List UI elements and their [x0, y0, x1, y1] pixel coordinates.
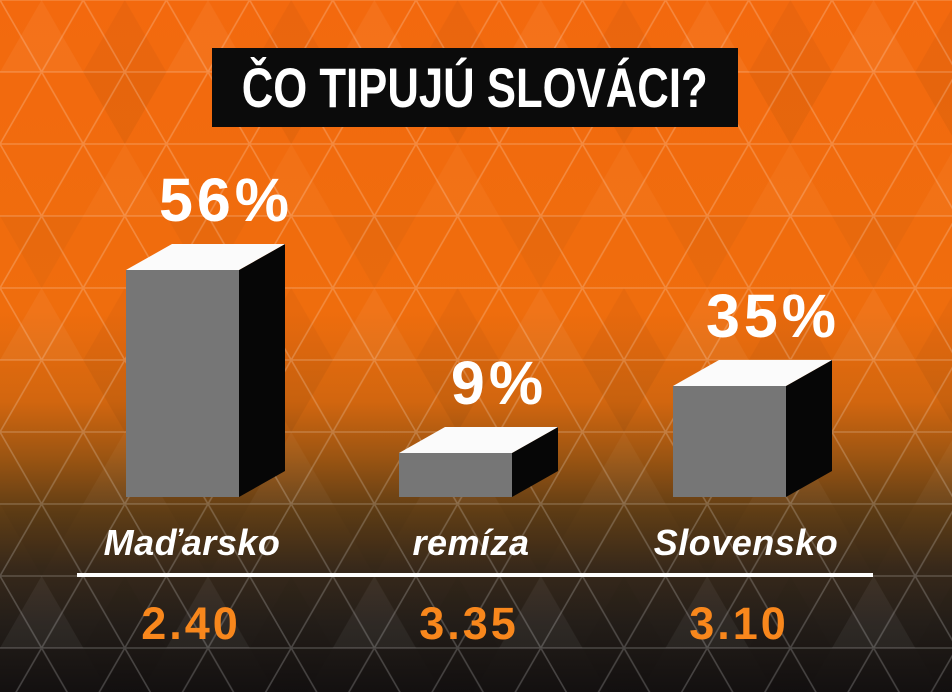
- category-label-hungary: Maďarsko: [103, 522, 281, 563]
- percent-label-slovakia: 35%: [705, 282, 841, 350]
- title-bar: ČO TIPUJÚ SLOVÁCI?: [212, 48, 738, 127]
- category-label-draw: remíza: [412, 522, 530, 563]
- category-label-slovakia: Slovensko: [653, 522, 839, 563]
- odds-value-slovakia: 3.10: [689, 598, 789, 649]
- page-title: ČO TIPUJÚ SLOVÁCI?: [242, 55, 708, 119]
- percent-label-draw: 9%: [450, 349, 548, 417]
- odds-value-hungary: 2.40: [141, 598, 241, 649]
- odds-value-draw: 3.35: [419, 598, 519, 649]
- divider-line: [77, 573, 873, 577]
- percent-label-hungary: 56%: [158, 166, 294, 234]
